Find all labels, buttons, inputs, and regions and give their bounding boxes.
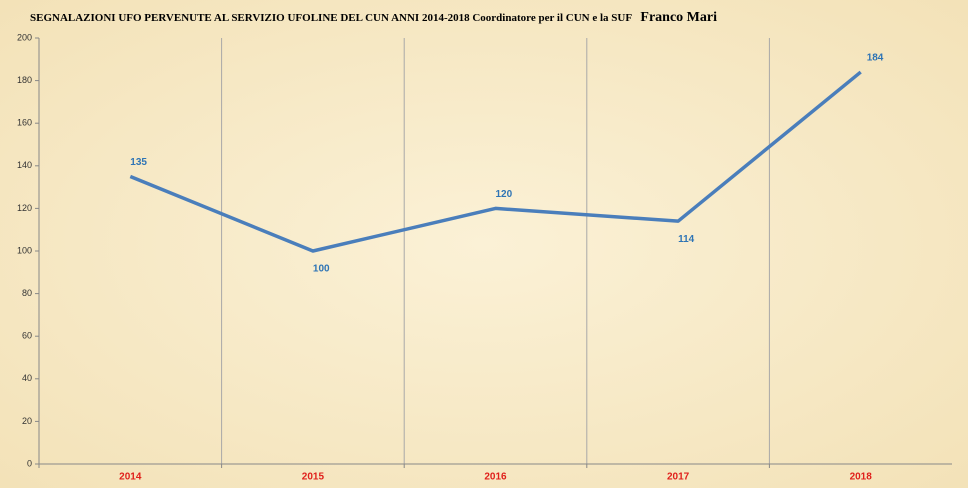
data-label: 114 [678,234,695,245]
y-tick-label: 120 [17,203,32,213]
chart-author: Franco Mari [640,10,717,25]
data-label: 120 [496,189,513,200]
y-tick-label: 140 [17,160,32,170]
x-tick-label: 2018 [850,472,873,483]
x-tick-label: 2015 [302,472,325,483]
chart-title: SEGNALAZIONI UFO PERVENUTE AL SERVIZIO U… [30,10,717,25]
data-line [129,70,862,253]
y-tick-label: 60 [22,331,32,341]
y-tick-label: 100 [17,245,32,255]
y-tick-label: 20 [22,416,32,426]
y-tick-label: 80 [22,288,32,298]
x-tick-label: 2014 [119,472,142,483]
y-tick-label: 0 [27,458,32,468]
y-tick-label: 180 [17,75,32,85]
data-label: 135 [130,157,147,168]
y-tick-label: 200 [17,32,32,42]
chart-title-text: SEGNALAZIONI UFO PERVENUTE AL SERVIZIO U… [30,12,632,24]
x-tick-label: 2017 [667,472,690,483]
y-tick-label: 40 [22,373,32,383]
y-tick-label: 160 [17,118,32,128]
data-label: 100 [313,264,330,275]
x-tick-label: 2016 [484,472,507,483]
data-label: 184 [867,53,884,64]
